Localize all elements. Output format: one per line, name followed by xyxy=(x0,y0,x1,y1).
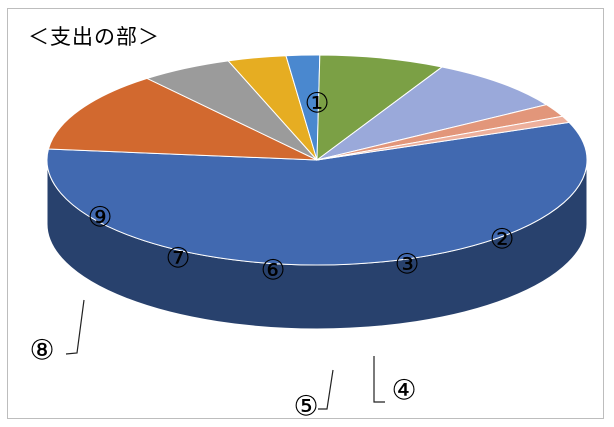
leader-line-8 xyxy=(65,299,85,355)
slice-label-8: ⑧ xyxy=(29,334,54,367)
slice-6 xyxy=(316,54,444,162)
slice-label-4: ④ xyxy=(391,374,416,407)
slice-7 xyxy=(316,66,548,161)
slice-label-9: ⑨ xyxy=(87,201,112,234)
slice-label-5: ⑤ xyxy=(293,390,318,423)
slice-labels: ① ② ③ ⑥ ⑦ ⑨ ④ ⑤ ⑧ xyxy=(29,87,514,423)
chart-title: ＜支出の部＞ xyxy=(28,25,160,49)
slice-label-2: ② xyxy=(489,223,514,256)
slice-1 xyxy=(46,121,588,266)
leader-lines xyxy=(65,299,385,410)
slice-label-3: ③ xyxy=(394,248,419,281)
leader-line-5 xyxy=(318,369,334,410)
slice-label-1: ① xyxy=(304,87,329,120)
slice-2 xyxy=(47,77,318,161)
slice-label-6: ⑥ xyxy=(260,254,285,287)
slice-label-7: ⑦ xyxy=(165,242,190,275)
pie-top-layer xyxy=(46,54,588,266)
slice-9 xyxy=(316,115,571,161)
leader-line-4 xyxy=(373,356,385,403)
